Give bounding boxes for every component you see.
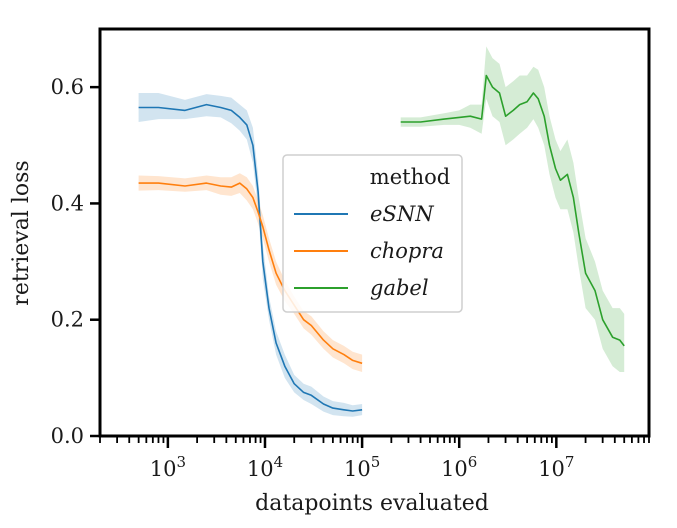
x-tick-label: 104: [247, 453, 283, 481]
plot-frame: [98, 27, 651, 438]
line-esnn: [138, 103, 363, 412]
x-tick-label: 107: [538, 453, 574, 481]
y-tick-label: 0.2: [51, 308, 84, 332]
x-tick-label: 103: [150, 453, 186, 481]
x-tick-label: 105: [344, 453, 380, 481]
y-tick-label: 0.6: [51, 75, 84, 99]
y-axis-label: retrieval loss: [9, 160, 34, 305]
legend-label-esnn: eSNN: [370, 202, 434, 226]
legend-label-gabel: gabel: [370, 276, 429, 300]
y-axis-ticks: 0.0 0.2 0.4 0.6: [51, 75, 100, 448]
x-tick-label: 106: [441, 453, 477, 481]
y-tick-label: 0.4: [51, 191, 84, 215]
y-tick-label: 0.0: [51, 424, 84, 448]
legend-label-chopra: chopra: [370, 239, 444, 263]
legend-box: [282, 154, 463, 313]
series-lines: [138, 74, 625, 412]
line-chopra: [138, 182, 363, 365]
x-axis-label: datapoints evaluated: [255, 491, 489, 516]
x-axis-ticks: 103 104 105 106 107: [99, 436, 650, 481]
line-gabel: [400, 74, 625, 347]
legend: method eSNN chopra gabel: [282, 154, 463, 313]
legend-title: method: [370, 165, 450, 189]
